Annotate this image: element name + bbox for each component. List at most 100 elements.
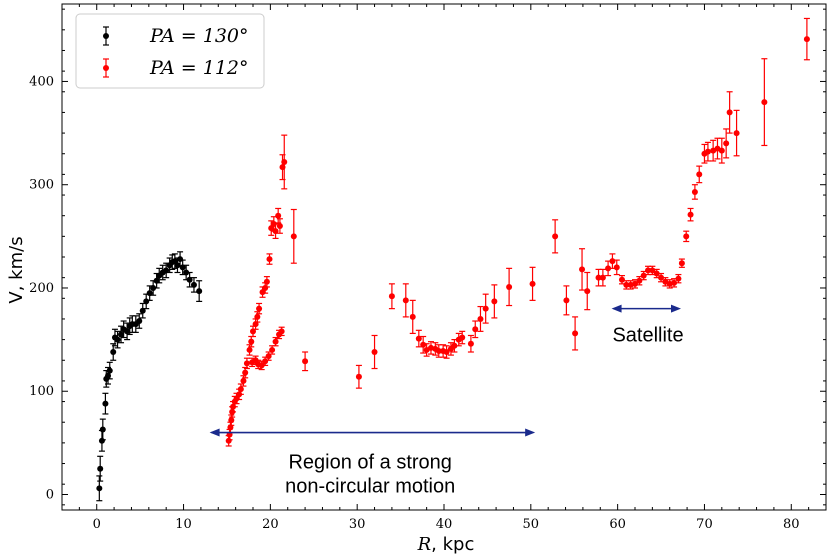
data-point [272, 338, 279, 345]
annotation-text: non-circular motion [285, 476, 455, 498]
data-point [506, 283, 513, 290]
data-point [118, 331, 125, 338]
arrowhead-right [671, 304, 682, 313]
data-point [609, 258, 616, 265]
data-point [671, 279, 678, 286]
data-point [653, 270, 660, 277]
data-point [237, 386, 244, 393]
data-point [276, 223, 283, 230]
data-point [409, 313, 416, 320]
data-point [248, 338, 255, 345]
data-point [683, 233, 690, 240]
data-point [623, 281, 630, 288]
data-point [143, 298, 150, 305]
data-point [613, 264, 620, 271]
y-tick-label: 100 [29, 384, 54, 399]
data-point [266, 256, 273, 263]
legend-label: PA = 130° [149, 25, 249, 47]
data-point [256, 305, 263, 312]
data-point [355, 373, 362, 380]
y-tick-label: 400 [29, 74, 54, 89]
x-axis-label-unit: , kpc [431, 534, 474, 555]
data-point [723, 140, 730, 147]
series-2 [225, 17, 810, 447]
data-point [491, 298, 498, 305]
data-point [225, 437, 232, 444]
data-point [482, 305, 489, 312]
data-point [281, 158, 288, 165]
legend-label: PA = 112° [149, 57, 249, 79]
data-point [302, 358, 309, 365]
x-tick-label: 30 [349, 517, 366, 532]
data-point [595, 274, 602, 281]
data-point [150, 284, 157, 291]
x-tick-label: 20 [262, 517, 279, 532]
data-point [472, 326, 479, 333]
plot-area [96, 17, 810, 502]
data-point [196, 288, 203, 295]
data-point [618, 276, 625, 283]
data-point [477, 315, 484, 322]
data-point [258, 362, 265, 369]
data-point [96, 485, 103, 492]
data-point [278, 328, 285, 335]
data-point [388, 293, 395, 300]
data-point [190, 281, 197, 288]
data-point [658, 274, 665, 281]
data-point [254, 313, 261, 320]
data-point [98, 437, 105, 444]
data-point [803, 36, 810, 43]
data-point [678, 260, 685, 267]
data-point [275, 212, 282, 219]
annotation-text: Region of a strong [288, 452, 451, 474]
data-point [102, 400, 109, 407]
data-point [443, 349, 450, 356]
data-point [529, 280, 536, 287]
data-point [371, 349, 378, 356]
axes: 0 10 20 30 40 50 60 70 80 0 100 200 300 400 [29, 3, 827, 532]
y-tick-label: 300 [29, 178, 54, 193]
data-point [645, 267, 652, 274]
data-point [106, 367, 113, 374]
x-axis-label-math: R [417, 534, 432, 555]
data-point [136, 318, 143, 325]
arrowhead-left [611, 304, 622, 313]
data-point [733, 130, 740, 137]
arrowhead-left [209, 428, 220, 437]
data-point [114, 336, 121, 343]
data-point [704, 148, 711, 155]
data-point [552, 233, 559, 240]
data-point [228, 417, 235, 424]
data-point [726, 109, 733, 116]
y-axis-label: V, km/s [6, 236, 27, 303]
data-point [262, 358, 269, 365]
data-point [242, 369, 249, 376]
data-point [579, 266, 586, 273]
data-point [761, 99, 768, 106]
data-point [584, 288, 591, 295]
data-point [290, 233, 297, 240]
y-tick-label: 200 [29, 281, 54, 296]
data-point [124, 328, 131, 335]
x-tick-label: 50 [523, 517, 540, 532]
data-point [467, 340, 474, 347]
data-point [99, 426, 106, 433]
data-point [263, 278, 270, 285]
series-1 [96, 251, 203, 502]
legend-marker [103, 65, 109, 71]
y-tick-label: 0 [46, 488, 54, 503]
data-point [691, 188, 698, 195]
data-point [97, 465, 104, 472]
data-point [640, 272, 647, 279]
data-point [451, 342, 458, 349]
data-point [269, 346, 276, 353]
data-point [687, 211, 694, 218]
data-point [605, 265, 612, 272]
data-point [675, 275, 682, 282]
data-point [183, 269, 190, 276]
x-tick-label: 10 [175, 517, 192, 532]
legend-marker [103, 33, 109, 39]
x-tick-label: 0 [93, 517, 101, 532]
